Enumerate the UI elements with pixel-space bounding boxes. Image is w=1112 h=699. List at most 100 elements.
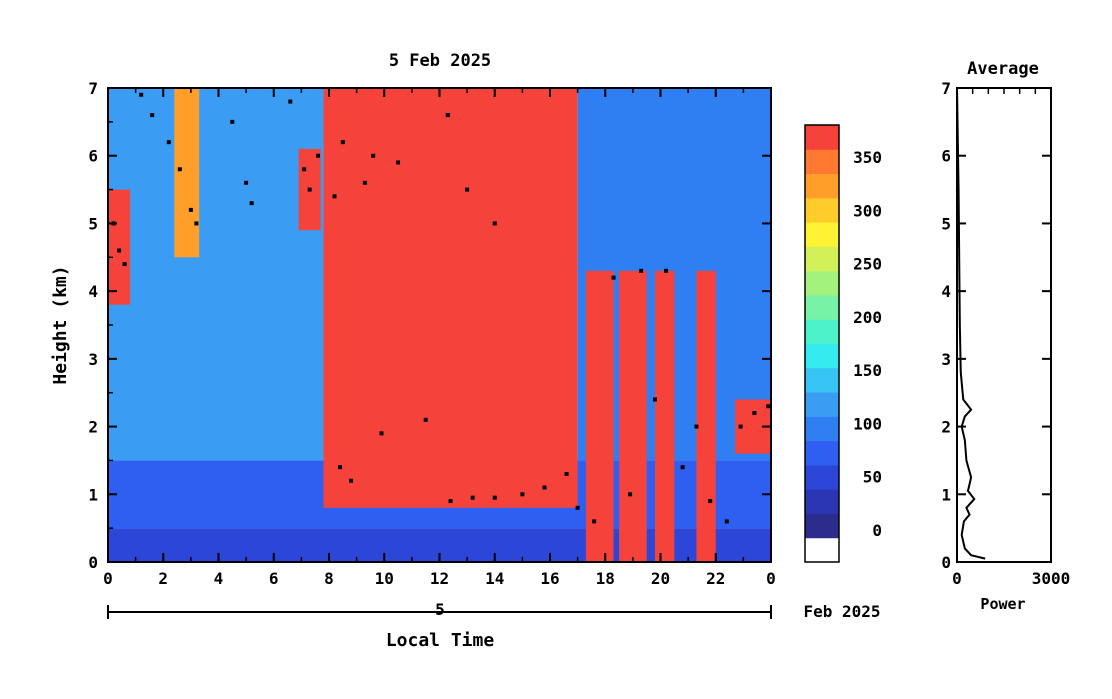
colorbar-label: 350 bbox=[853, 148, 882, 167]
average-x-ticks: 0 3000 bbox=[952, 88, 1070, 588]
colorbar-label: 200 bbox=[853, 308, 882, 327]
heatmap-marker bbox=[639, 268, 644, 273]
colorbar-label: 100 bbox=[853, 414, 882, 433]
heatmap-x-tick-label: 16 bbox=[540, 569, 559, 588]
colorbar-swatch bbox=[805, 367, 839, 393]
heatmap-y-tick-label: 0 bbox=[88, 553, 98, 572]
heatmap-marker bbox=[592, 519, 597, 524]
heatmap-marker bbox=[288, 99, 293, 104]
heatmap-marker bbox=[379, 431, 384, 436]
heatmap-x-tick-label: 10 bbox=[375, 569, 394, 588]
average-x-tick-label: 0 bbox=[952, 569, 962, 588]
heatmap-cells bbox=[108, 88, 771, 562]
heatmap-title: 5 Feb 2025 bbox=[389, 51, 491, 71]
heatmap-marker bbox=[564, 471, 569, 476]
heatmap-marker bbox=[244, 180, 249, 185]
heatmap-marker bbox=[249, 201, 254, 206]
date-axis-day-label: 5 bbox=[435, 600, 445, 619]
heatmap-marker bbox=[680, 465, 685, 470]
colorbar-swatch bbox=[805, 392, 839, 417]
heatmap-marker bbox=[340, 140, 345, 145]
average-y-tick-label: 1 bbox=[941, 485, 951, 504]
colorbar-swatch bbox=[805, 343, 839, 369]
heatmap-xlabel: Local Time bbox=[386, 630, 495, 651]
colorbar-swatch bbox=[805, 416, 839, 442]
heatmap-marker bbox=[766, 404, 771, 409]
heatmap-marker bbox=[166, 140, 171, 145]
heatmap-x-tick-label: 20 bbox=[651, 569, 670, 588]
colorbar-swatch bbox=[805, 197, 839, 223]
average-profile-chart: Average 0 3000 0 1 2 3 4 5 6 7 Power bbox=[941, 59, 1070, 613]
heatmap-x-tick-label: 14 bbox=[485, 569, 504, 588]
heatmap-y-tick-label: 2 bbox=[88, 418, 98, 437]
heatmap-marker bbox=[349, 478, 354, 483]
heatmap-marker bbox=[188, 207, 193, 212]
average-y-tick-label: 7 bbox=[941, 79, 951, 98]
average-y-tick-label: 2 bbox=[941, 418, 951, 437]
heatmap-marker bbox=[724, 519, 729, 524]
heatmap-marker bbox=[423, 417, 428, 422]
heatmap-marker bbox=[448, 499, 453, 504]
colorbar: 0 50 100 150 200 250 300 350 bbox=[804, 124, 882, 563]
heatmap-marker bbox=[708, 499, 713, 504]
heatmap-ylabel: Height (km) bbox=[50, 265, 71, 384]
heatmap-marker bbox=[628, 492, 633, 497]
colorbar-swatch bbox=[805, 125, 839, 150]
heatmap-marker bbox=[575, 505, 580, 510]
heatmap-marker bbox=[492, 221, 497, 226]
heatmap-marker bbox=[230, 119, 235, 124]
average-x-tick-label: 3000 bbox=[1032, 569, 1071, 588]
heatmap-x-tick-label: 8 bbox=[324, 569, 334, 588]
average-y-ticks: 0 1 2 3 4 5 6 7 bbox=[941, 79, 1051, 572]
average-y-tick-label: 3 bbox=[941, 350, 951, 369]
heatmap-marker bbox=[139, 92, 144, 97]
heatmap-marker bbox=[664, 268, 669, 273]
heatmap-marker bbox=[738, 424, 743, 429]
heatmap-marker bbox=[315, 153, 320, 158]
average-y-tick-label: 0 bbox=[941, 553, 951, 572]
heatmap-x-tick-label: 4 bbox=[214, 569, 224, 588]
heatmap-x-tick-label: 0 bbox=[766, 569, 776, 588]
heatmap-y-tick-label: 4 bbox=[88, 282, 98, 301]
heatmap-cell bbox=[696, 270, 716, 562]
average-y-tick-label: 4 bbox=[941, 282, 951, 301]
heatmap-x-tick-label: 6 bbox=[269, 569, 279, 588]
heatmap-marker bbox=[465, 187, 470, 192]
heatmap-marker bbox=[492, 495, 497, 500]
heatmap-marker bbox=[177, 167, 182, 172]
heatmap-x-tick-label: 22 bbox=[706, 569, 725, 588]
heatmap-marker bbox=[611, 275, 616, 280]
heatmap-marker bbox=[520, 492, 525, 497]
colorbar-swatch bbox=[805, 246, 839, 272]
heatmap-marker bbox=[542, 485, 547, 490]
average-line bbox=[956, 87, 986, 560]
colorbar-swatch bbox=[805, 440, 839, 466]
heatmap-cell bbox=[323, 88, 578, 508]
heatmap-chart: 5 Feb 2025 0 2 4 6 8 10 12 14 16 18 20 22 0 01234567… bbox=[50, 51, 881, 651]
heatmap-marker bbox=[470, 495, 475, 500]
heatmap-marker bbox=[362, 180, 367, 185]
heatmap-y-tick-label: 5 bbox=[88, 214, 98, 233]
heatmap-cell bbox=[108, 189, 131, 305]
heatmap-y-tick-label: 1 bbox=[88, 485, 98, 504]
heatmap-cell bbox=[108, 88, 324, 461]
date-axis: 5 Feb 2025 bbox=[107, 600, 881, 621]
colorbar-swatches bbox=[805, 125, 839, 563]
heatmap-marker bbox=[122, 262, 127, 267]
heatmap-marker bbox=[752, 411, 757, 416]
colorbar-labels: 0 50 100 150 200 250 300 350 bbox=[853, 148, 882, 540]
colorbar-frame bbox=[804, 124, 840, 563]
average-y-tick-label: 6 bbox=[941, 147, 951, 166]
heatmap-cell bbox=[654, 270, 675, 562]
heatmap-y-tick-label: 7 bbox=[88, 79, 98, 98]
heatmap-marker bbox=[371, 153, 376, 158]
heatmap-x-tick-label: 12 bbox=[430, 569, 449, 588]
colorbar-label: 0 bbox=[872, 521, 882, 540]
heatmap-marker bbox=[332, 194, 337, 199]
heatmap-marker bbox=[652, 397, 657, 402]
heatmap-marker bbox=[150, 113, 155, 118]
average-title: Average bbox=[967, 59, 1039, 79]
heatmap-x-tick-label: 2 bbox=[158, 569, 168, 588]
colorbar-label: 300 bbox=[853, 201, 882, 220]
